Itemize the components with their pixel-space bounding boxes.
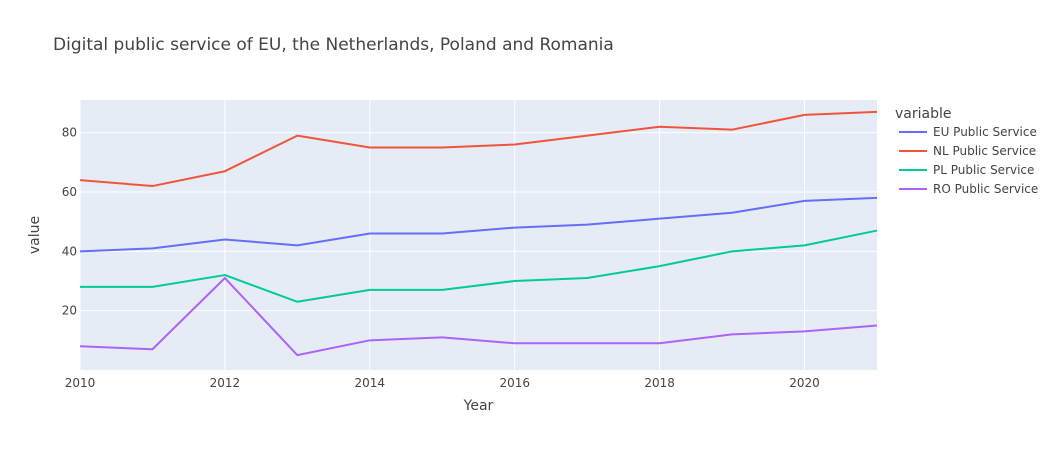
x-tick-label: 2014 xyxy=(355,376,386,390)
x-axis-title: Year xyxy=(463,398,494,414)
series-line-nl-public-service xyxy=(79,110,878,188)
y-tick-label: 20 xyxy=(62,304,77,318)
x-tick-label: 2020 xyxy=(789,376,820,390)
legend-label: PL Public Service xyxy=(933,163,1034,177)
y-tick-label: 60 xyxy=(62,185,77,199)
legend-label: RO Public Service xyxy=(933,182,1038,196)
x-tick-label: 2010 xyxy=(65,376,96,390)
plot-background xyxy=(80,100,877,370)
grid-lines xyxy=(79,100,877,370)
x-tick-label: 2012 xyxy=(210,376,241,390)
chart-title: Digital public service of EU, the Nether… xyxy=(53,35,614,55)
series-lines xyxy=(79,110,878,357)
y-axis-ticks: 20 40 60 80 xyxy=(62,126,77,318)
x-tick-label: 2016 xyxy=(499,376,530,390)
legend-title: variable xyxy=(895,106,951,122)
series-line-ro-public-service xyxy=(79,277,878,357)
y-tick-label: 80 xyxy=(62,126,77,140)
legend-label: EU Public Service xyxy=(933,125,1037,139)
series-line-eu-public-service xyxy=(79,196,878,253)
y-tick-label: 40 xyxy=(62,244,77,258)
series-line-pl-public-service xyxy=(80,229,878,303)
legend: variable EU Public Service NL Public Serv… xyxy=(895,106,1038,196)
y-axis-title: value xyxy=(27,216,43,254)
x-axis-ticks: 2010 2012 2014 2016 2018 2020 xyxy=(65,376,820,390)
legend-label: NL Public Service xyxy=(933,144,1036,158)
x-tick-label: 2018 xyxy=(644,376,675,390)
